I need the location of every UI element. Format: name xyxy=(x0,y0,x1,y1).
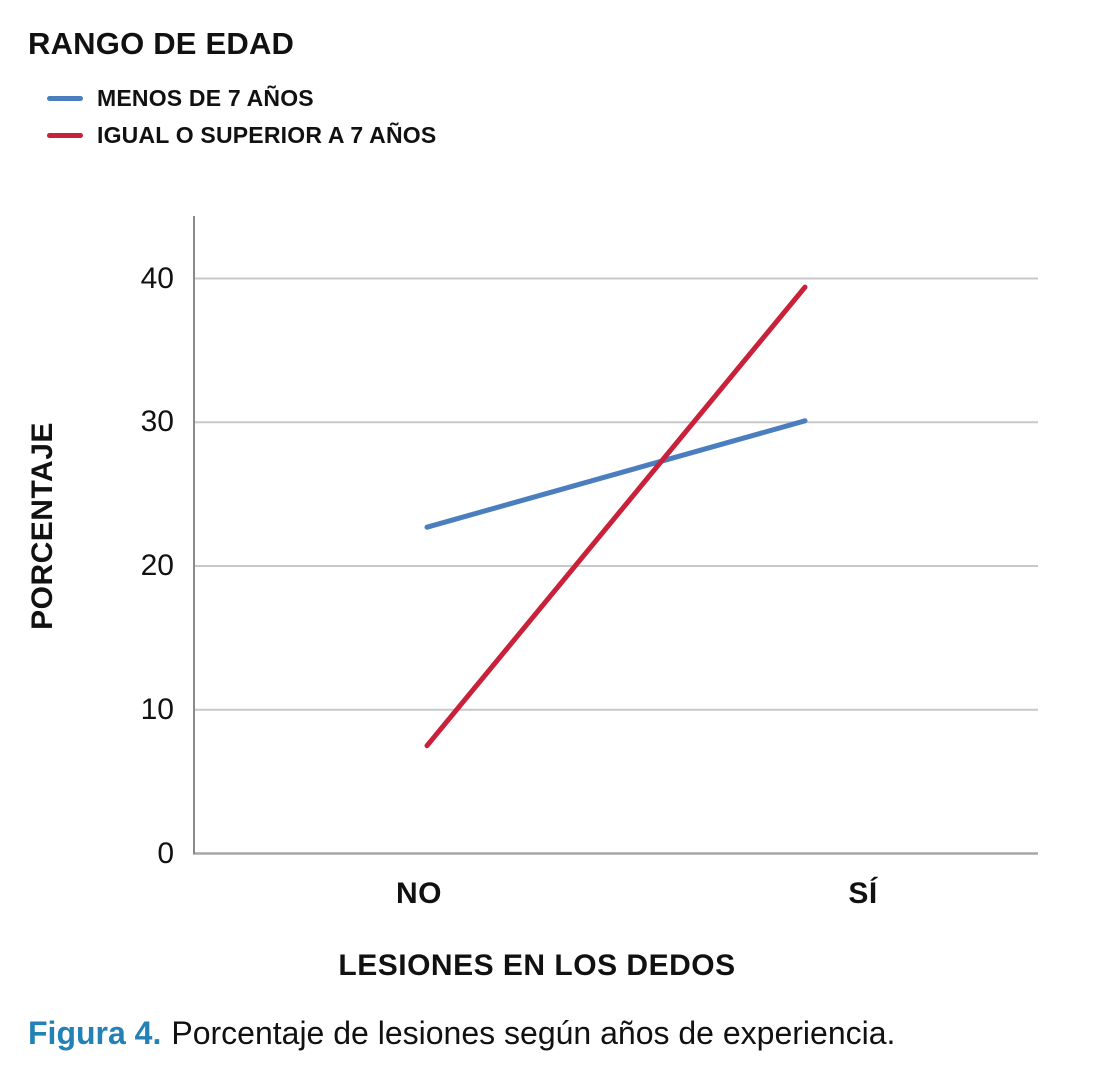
x-category-label-si: SÍ xyxy=(848,877,878,910)
legend-label-red: IGUAL O SUPERIOR A 7 AÑOS xyxy=(97,122,437,148)
legend-item-menos-de-7-anos: MENOS DE 7 AÑOS xyxy=(28,80,436,117)
red-line-swatch xyxy=(47,133,83,138)
figure-caption: Figura 4. Porcentaje de lesiones según añ… xyxy=(28,1015,895,1052)
x-category-label-no: NO xyxy=(396,877,442,910)
legend-title: RANGO DE EDAD xyxy=(28,26,295,61)
legend-item-igual-o-superior-7-anos: IGUAL O SUPERIOR A 7 AÑOS xyxy=(28,117,436,154)
series-line-blue xyxy=(424,418,808,530)
gridlines xyxy=(194,277,1038,711)
y-axis-title: PORCENTAJE xyxy=(26,422,59,630)
blue-line-swatch xyxy=(47,96,83,101)
y-tick-label-0: 0 xyxy=(157,836,174,870)
axes xyxy=(193,216,1038,855)
y-tick-label-20: 20 xyxy=(140,549,174,582)
y-tick-label-40: 40 xyxy=(140,261,174,295)
y-tick-label-10: 10 xyxy=(140,692,174,726)
chart-legend: RANGO DE EDAD MENOS DE 7 AÑOS IGUAL O SU… xyxy=(28,26,436,154)
series-line-red xyxy=(424,284,808,749)
data-series xyxy=(424,284,808,749)
y-tick-label-30: 30 xyxy=(140,405,174,439)
figure-number: Figura 4. xyxy=(28,1015,162,1051)
legend-label-blue: MENOS DE 7 AÑOS xyxy=(97,85,314,111)
figure-caption-text: Porcentaje de lesiones según años de exp… xyxy=(171,1015,896,1051)
legend-items: MENOS DE 7 AÑOS IGUAL O SUPERIOR A 7 AÑO… xyxy=(28,80,436,154)
x-axis-title: LESIONES EN LOS DEDOS xyxy=(338,949,736,982)
